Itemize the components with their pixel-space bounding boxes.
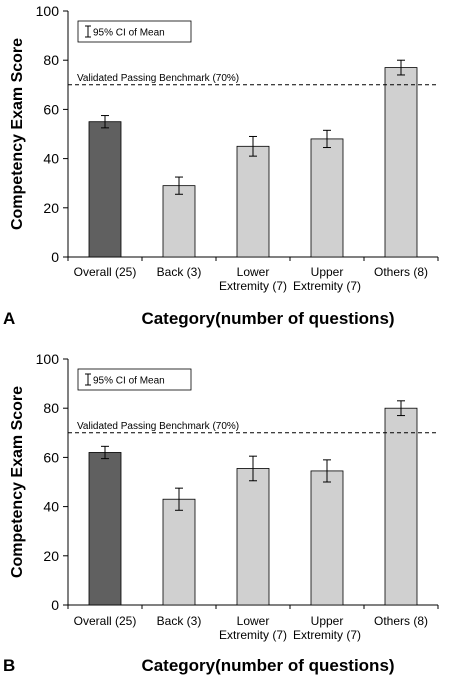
bar	[310, 138, 344, 258]
x-tick-label: Upper	[311, 614, 344, 628]
y-tick-label: 60	[43, 449, 59, 465]
bar	[384, 407, 418, 606]
panel-label: B	[3, 656, 15, 675]
x-tick-label: Lower	[237, 614, 270, 628]
x-tick-label: Lower	[237, 265, 270, 279]
x-tick-label: Upper	[311, 265, 344, 279]
bar	[162, 498, 196, 606]
x-tick-label: Others (8)	[374, 614, 428, 628]
y-axis-label: Competency Exam Score	[9, 38, 26, 230]
x-tick-label: Extremity (7)	[219, 628, 287, 642]
chart-panel-a: 0 20 40 60 80 100 Validated Passing Benchmark …	[3, 3, 439, 328]
legend-box	[77, 368, 192, 391]
y-tick-label: 40	[43, 151, 59, 167]
y-tick-label: 20	[43, 200, 59, 216]
bar	[236, 145, 270, 258]
y-tick-label: 40	[43, 499, 59, 515]
panel-label: A	[3, 309, 15, 328]
x-tick-label: Overall (25)	[74, 614, 137, 628]
legend-label: 95% CI of Mean	[93, 376, 165, 387]
legend-label: 95% CI of Mean	[93, 28, 165, 39]
y-tick-label: 0	[51, 597, 59, 613]
bar	[162, 185, 196, 258]
y-tick-label: 100	[36, 3, 60, 19]
y-tick-label: 20	[43, 548, 59, 564]
y-tick-label: 80	[43, 400, 59, 416]
y-tick-label: 60	[43, 101, 59, 117]
y-tick-label: 0	[51, 249, 59, 265]
bar	[88, 452, 122, 606]
y-tick-label: 100	[36, 351, 60, 367]
bar	[384, 67, 418, 258]
legend-box	[77, 20, 192, 43]
chart-panel-b: 0 20 40 60 80 100 Validated Passing Benchmark …	[3, 351, 439, 675]
x-tick-label: Others (8)	[374, 265, 428, 279]
bar	[236, 468, 270, 606]
benchmark-label: Validated Passing Benchmark (70%)	[77, 421, 239, 432]
x-tick-label: Back (3)	[157, 265, 202, 279]
x-tick-label: Extremity (7)	[219, 279, 287, 293]
x-tick-label: Extremity (7)	[293, 279, 361, 293]
x-axis-label: Category(number of questions)	[141, 309, 394, 328]
x-tick-label: Back (3)	[157, 614, 202, 628]
bar	[88, 121, 122, 258]
x-tick-label: Extremity (7)	[293, 628, 361, 642]
y-tick-label: 80	[43, 52, 59, 68]
bar	[310, 470, 344, 606]
x-tick-label: Overall (25)	[74, 265, 137, 279]
x-axis-label: Category(number of questions)	[141, 656, 394, 675]
benchmark-label: Validated Passing Benchmark (70%)	[77, 73, 239, 84]
y-axis-label: Competency Exam Score	[9, 386, 26, 578]
